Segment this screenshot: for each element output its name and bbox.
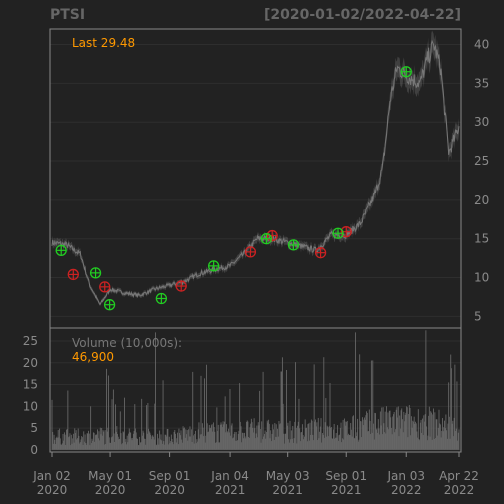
price-series [51, 30, 460, 306]
x-tick-label-date: Sep 01 [149, 469, 191, 483]
volume-y-tick-label: 20 [23, 356, 38, 370]
x-tick-label-date: May 01 [88, 469, 132, 483]
price-y-tick-label: 15 [474, 232, 489, 246]
buy-signal-marker [332, 227, 344, 239]
volume-y-tick-label: 10 [23, 399, 38, 413]
volume-label: Volume (10,000s): [72, 336, 182, 350]
volume-y-tick-label: 0 [30, 443, 38, 457]
x-tick-label-year: 2020 [95, 483, 126, 497]
buy-signal-marker [89, 267, 102, 279]
chart-date-range: [2020-01-02/2022-04-22] [264, 7, 461, 23]
x-tick-label-year: 2020 [154, 483, 185, 497]
price-y-axis: 5 10 15 20 25 30 35 40 [474, 38, 489, 324]
x-tick-label-year: 2022 [444, 483, 475, 497]
sell-signal-marker [244, 246, 257, 258]
sell-signal-marker [175, 280, 187, 292]
sell-signal-marker [67, 268, 79, 281]
buy-signal-marker [207, 260, 220, 272]
x-tick-label-year: 2021 [215, 483, 246, 497]
signal-markers [55, 66, 412, 311]
volume-bars [51, 330, 460, 450]
volume-y-tick-label: 15 [23, 378, 38, 392]
price-y-tick-label: 25 [474, 154, 489, 168]
volume-last-value: 46,900 [72, 350, 114, 364]
volume-y-axis: 0 5 10 15 20 25 [23, 334, 38, 457]
buy-signal-marker [400, 66, 412, 78]
volume-y-tick-label: 5 [30, 421, 38, 435]
sell-signal-marker [266, 229, 278, 242]
sell-signal-marker [99, 281, 111, 293]
last-price-label: Last 29.48 [72, 36, 135, 50]
x-tick-label-year: 2022 [391, 483, 422, 497]
buy-signal-marker [260, 233, 273, 245]
x-tick-label-date: Jan 02 [32, 469, 71, 483]
x-tick-label-date: Sep 01 [325, 469, 367, 483]
price-y-tick-label: 20 [474, 193, 489, 207]
volume-panel-frame [49, 327, 462, 453]
x-tick-label-date: Jan 03 [386, 469, 425, 483]
x-tick-label-year: 2021 [331, 483, 362, 497]
x-tick-label-date: Apr 22 [439, 469, 479, 483]
sell-signal-marker [314, 247, 327, 259]
chart-symbol-title: PTSI [50, 7, 85, 23]
price-y-tick-label: 10 [474, 271, 489, 285]
buy-signal-marker [155, 292, 168, 305]
x-tick-label-date: May 03 [266, 469, 310, 483]
price-y-tick-label: 5 [474, 309, 482, 323]
buy-signal-marker [287, 239, 300, 251]
x-tick-label-year: 2021 [272, 483, 303, 497]
x-tick-label-date: Jan 04 [210, 469, 249, 483]
price-line [51, 39, 460, 305]
x-tick-label-year: 2020 [37, 483, 68, 497]
price-y-tick-label: 30 [474, 115, 489, 129]
price-y-tick-label: 40 [474, 38, 489, 52]
buy-signal-marker [55, 244, 67, 256]
volume-y-tick-label: 25 [23, 334, 38, 348]
buy-signal-marker [103, 299, 116, 311]
price-y-tick-label: 35 [474, 76, 489, 90]
